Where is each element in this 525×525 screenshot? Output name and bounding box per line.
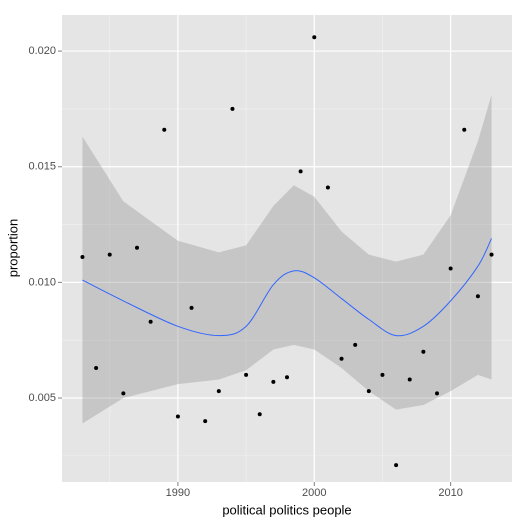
x-tick-label: 1990: [166, 487, 190, 499]
point: [121, 391, 126, 396]
point: [312, 35, 317, 40]
point: [175, 414, 180, 419]
point: [80, 254, 85, 259]
y-tick-label: 0.020: [28, 45, 56, 57]
point: [489, 252, 494, 257]
point: [162, 127, 167, 132]
point: [230, 106, 235, 111]
x-tick-label: 2010: [438, 487, 462, 499]
point: [325, 185, 330, 190]
point: [435, 391, 439, 396]
point: [257, 412, 262, 417]
point: [448, 266, 453, 271]
point: [216, 389, 221, 394]
point: [244, 372, 249, 377]
point: [203, 419, 208, 424]
confidence-band: [82, 95, 492, 424]
point: [366, 389, 371, 394]
point: [339, 356, 344, 361]
point: [462, 127, 467, 132]
point: [394, 463, 399, 468]
smooth-line: [82, 238, 492, 337]
point: [407, 377, 412, 382]
point: [353, 342, 358, 347]
x-tick-label: 2000: [302, 487, 326, 499]
y-tick-label: 0.015: [28, 161, 56, 173]
point: [107, 252, 112, 257]
point: [135, 245, 139, 250]
point: [94, 365, 99, 370]
point: [148, 319, 153, 324]
point: [475, 294, 480, 299]
point: [285, 375, 289, 380]
x-axis-title: political politics people: [222, 502, 351, 517]
point: [189, 305, 194, 310]
y-tick-label: 0.005: [28, 392, 56, 404]
y-axis-title: proportion: [5, 219, 20, 278]
point: [271, 379, 276, 384]
point: [380, 372, 385, 377]
y-tick-label: 0.010: [28, 276, 56, 288]
point: [421, 349, 426, 354]
point: [298, 169, 303, 174]
